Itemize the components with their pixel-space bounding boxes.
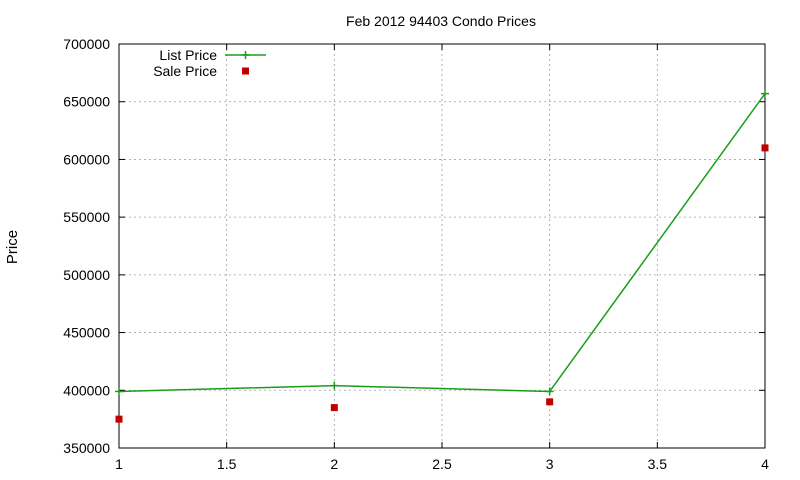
series-line bbox=[118, 93, 766, 393]
data-point bbox=[330, 404, 338, 412]
plot-area-border bbox=[118, 43, 766, 449]
data-point bbox=[761, 144, 769, 152]
x-tick-label: 2.5 bbox=[432, 456, 452, 472]
series-1 bbox=[115, 89, 769, 396]
x-tick-label: 4 bbox=[761, 456, 769, 472]
y-ticks: 350000 400000 450000 500000 550000 600000 6500… bbox=[63, 36, 765, 456]
series-layer bbox=[115, 89, 769, 423]
legend-label: List Price bbox=[159, 47, 217, 63]
data-point bbox=[330, 381, 339, 390]
data-point bbox=[115, 387, 123, 396]
x-tick-label: 1 bbox=[115, 456, 123, 472]
y-tick-label: 500000 bbox=[63, 267, 110, 283]
legend-marker bbox=[242, 67, 249, 75]
series-2 bbox=[115, 144, 769, 423]
y-axis-label: Price bbox=[4, 230, 21, 264]
x-tick-label: 3 bbox=[546, 456, 554, 472]
y-tick-label: 400000 bbox=[63, 382, 110, 398]
y-tick-label: 650000 bbox=[63, 94, 110, 110]
legend-label: Sale Price bbox=[153, 63, 217, 79]
grid-lines bbox=[119, 44, 765, 448]
x-tick-label: 1.5 bbox=[217, 456, 237, 472]
y-tick-label: 600000 bbox=[63, 151, 110, 167]
data-point bbox=[545, 387, 554, 396]
x-ticks: 1 1.5 2 2.5 3 3.5 4 bbox=[115, 44, 769, 472]
data-point bbox=[761, 89, 769, 98]
y-tick-label: 550000 bbox=[63, 209, 110, 225]
y-tick-label: 700000 bbox=[63, 36, 110, 52]
x-tick-label: 3.5 bbox=[648, 456, 668, 472]
y-tick-label: 450000 bbox=[63, 325, 110, 341]
data-point bbox=[115, 415, 123, 423]
chart-title: Feb 2012 94403 Condo Prices bbox=[346, 13, 536, 29]
data-point bbox=[546, 398, 554, 406]
x-tick-label: 2 bbox=[330, 456, 338, 472]
legend-marker bbox=[241, 51, 250, 59]
y-tick-label: 350000 bbox=[63, 440, 110, 456]
